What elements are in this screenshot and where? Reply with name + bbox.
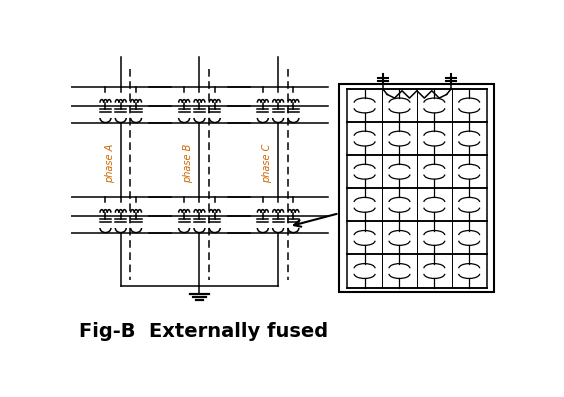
Text: Fig-B  Externally fused: Fig-B Externally fused bbox=[79, 322, 328, 341]
Text: phase B: phase B bbox=[183, 144, 193, 183]
Text: phase A: phase A bbox=[105, 144, 115, 183]
Bar bbox=[340, 84, 495, 292]
Text: phase C: phase C bbox=[262, 144, 272, 183]
